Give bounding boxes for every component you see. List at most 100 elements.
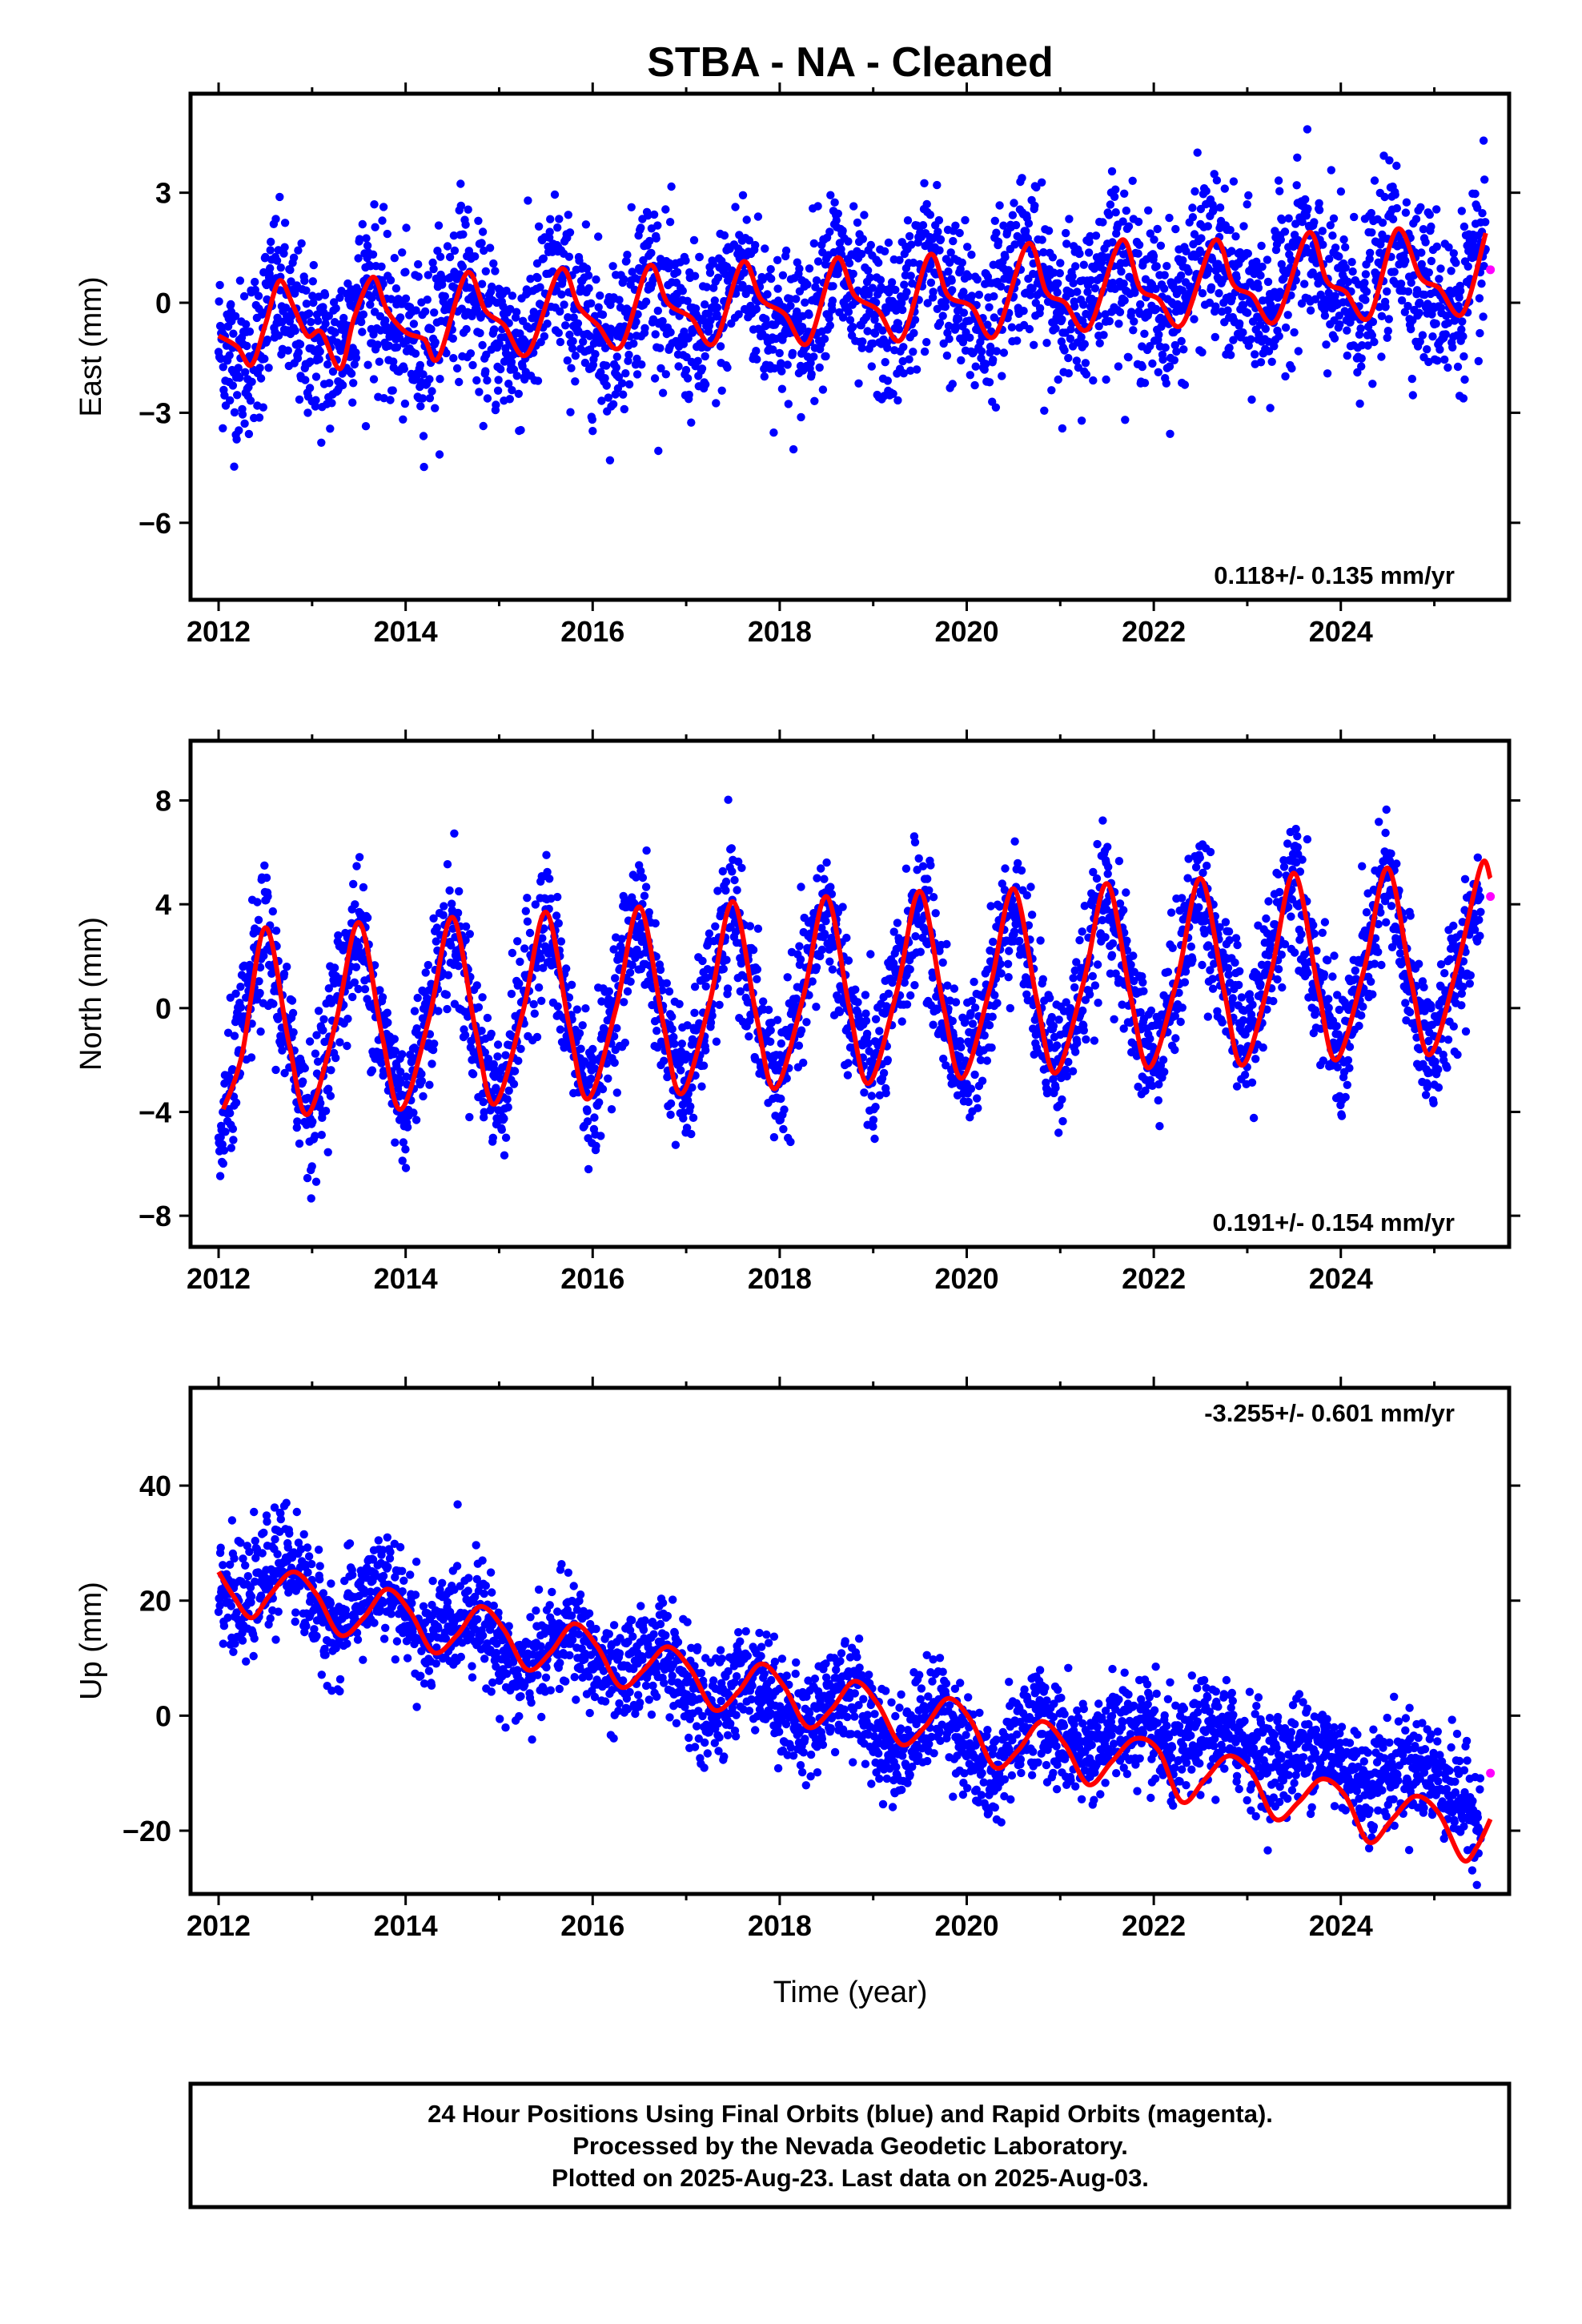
data-point: [894, 325, 904, 334]
data-point: [352, 862, 361, 870]
data-point: [532, 963, 541, 972]
data-point: [1263, 277, 1273, 287]
data-point: [910, 316, 920, 324]
data-point: [1090, 283, 1100, 293]
data-point: [410, 1007, 420, 1015]
data-point: [812, 276, 821, 285]
data-point: [369, 375, 379, 384]
data-point: [1177, 336, 1186, 346]
data-point: [1383, 287, 1391, 296]
data-point: [435, 450, 444, 459]
data-point: [478, 993, 487, 1002]
data-point: [702, 283, 711, 292]
data-point: [898, 305, 907, 315]
data-point: [1267, 357, 1276, 366]
data-point: [853, 998, 862, 1007]
data-point: [499, 302, 508, 311]
data-point: [1243, 200, 1251, 209]
data-point: [292, 1123, 301, 1132]
data-point: [716, 342, 725, 351]
x-tick-label: 2022: [1122, 615, 1186, 648]
data-point: [1347, 258, 1356, 267]
data-point: [773, 1015, 782, 1024]
data-point: [1064, 353, 1073, 363]
data-point: [1341, 243, 1350, 251]
data-point: [1362, 287, 1371, 296]
model-fit-line: [217, 226, 1488, 372]
data-point: [230, 1031, 239, 1040]
data-point: [1323, 369, 1332, 378]
data-point: [922, 199, 931, 209]
data-point: [1156, 241, 1166, 250]
data-point: [1397, 296, 1407, 305]
data-point: [215, 280, 224, 290]
data-point: [871, 1103, 880, 1112]
data-point: [464, 205, 472, 214]
data-point: [777, 1039, 785, 1048]
data-point: [371, 223, 379, 231]
data-point: [1134, 240, 1144, 249]
data-point: [878, 326, 887, 335]
data-point: [1457, 207, 1467, 215]
data-point: [587, 299, 596, 308]
data-point: [572, 1005, 582, 1014]
y-tick-label: 3: [155, 177, 171, 210]
data-point: [808, 977, 817, 986]
data-point: [534, 222, 544, 231]
data-point: [1081, 359, 1090, 368]
data-point: [1042, 339, 1051, 348]
data-point: [838, 903, 847, 911]
data-point: [1407, 324, 1415, 334]
data-point: [453, 908, 463, 918]
data-point: [560, 300, 568, 309]
data-point: [432, 923, 441, 932]
data-point: [665, 218, 675, 227]
data-point: [504, 380, 513, 388]
data-point: [1211, 302, 1220, 311]
data-point: [1310, 218, 1319, 227]
data-point: [1480, 262, 1488, 271]
data-point: [961, 215, 970, 225]
data-point: [608, 262, 617, 271]
data-point: [1311, 295, 1320, 304]
data-point: [1436, 264, 1445, 273]
data-point: [450, 829, 459, 838]
data-point: [1427, 256, 1436, 266]
data-point: [331, 304, 340, 313]
data-point: [309, 298, 318, 308]
data-point: [1111, 208, 1120, 217]
data-point: [857, 344, 866, 352]
data-point: [377, 1059, 386, 1068]
data-point: [826, 883, 835, 891]
data-point: [708, 1011, 717, 1020]
data-point: [933, 1005, 942, 1015]
data-point: [1114, 320, 1123, 328]
data-point: [942, 1061, 950, 1070]
data-point: [1343, 277, 1353, 287]
data-point: [1077, 416, 1086, 425]
data-point: [1015, 936, 1024, 946]
data-point: [448, 899, 456, 908]
data-point: [509, 365, 519, 374]
data-point: [731, 927, 741, 936]
data-point: [1243, 308, 1252, 317]
data-point: [821, 917, 830, 926]
data-point: [658, 316, 667, 326]
data-point: [400, 399, 410, 408]
data-point: [1383, 327, 1393, 336]
data-point: [543, 320, 552, 328]
data-point: [781, 246, 791, 255]
data-point: [1388, 215, 1398, 223]
data-point: [990, 991, 999, 999]
data-point: [990, 216, 1000, 225]
data-point: [632, 370, 642, 379]
data-point: [1215, 203, 1225, 212]
data-point: [390, 1035, 399, 1043]
data-point: [1011, 220, 1021, 230]
data-point: [673, 267, 682, 276]
data-point: [1051, 324, 1060, 333]
data-point: [359, 310, 368, 319]
data-point: [690, 983, 700, 991]
data-point: [272, 256, 282, 265]
data-point: [763, 290, 772, 299]
